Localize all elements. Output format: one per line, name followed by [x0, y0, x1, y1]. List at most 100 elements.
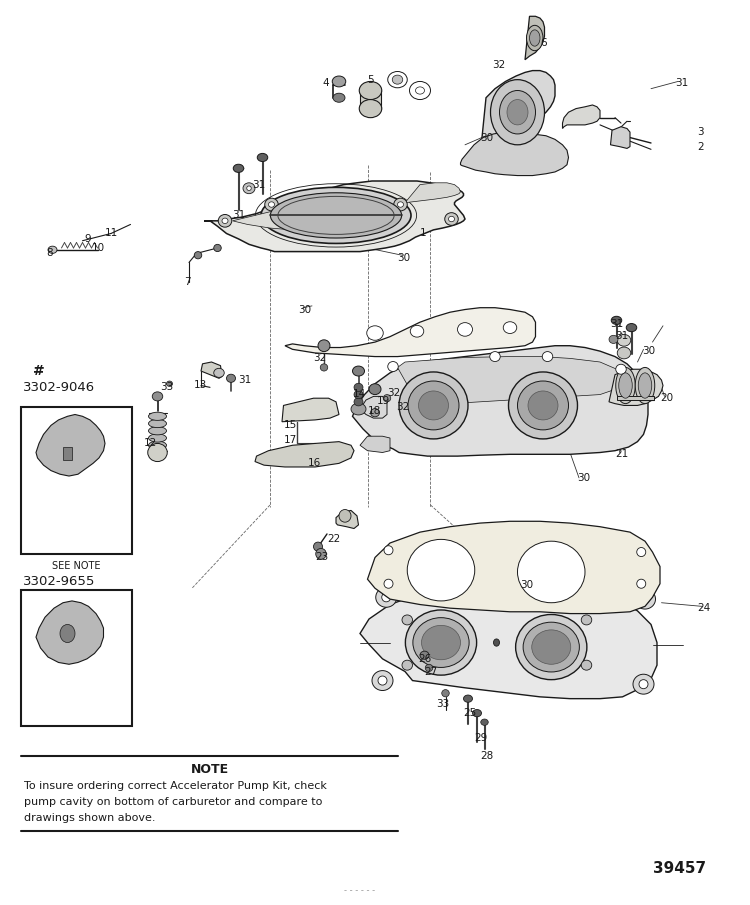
- Text: NOTE: NOTE: [191, 763, 229, 776]
- Polygon shape: [360, 585, 657, 699]
- Ellipse shape: [378, 676, 387, 685]
- Ellipse shape: [617, 347, 631, 359]
- Text: 22: 22: [327, 534, 340, 545]
- Text: 5: 5: [368, 74, 374, 85]
- Polygon shape: [405, 183, 460, 203]
- Polygon shape: [63, 447, 72, 460]
- Text: 30: 30: [578, 472, 591, 483]
- Polygon shape: [360, 436, 390, 452]
- Text: 32: 32: [314, 353, 327, 364]
- Ellipse shape: [148, 442, 166, 449]
- Ellipse shape: [481, 719, 488, 726]
- Ellipse shape: [532, 630, 571, 664]
- Ellipse shape: [425, 664, 433, 672]
- Ellipse shape: [442, 690, 449, 697]
- Text: 4: 4: [322, 78, 329, 89]
- Ellipse shape: [528, 391, 558, 420]
- Ellipse shape: [359, 100, 382, 118]
- Ellipse shape: [268, 202, 274, 207]
- Ellipse shape: [394, 198, 407, 211]
- Text: - - - - - -: - - - - - -: [344, 886, 376, 895]
- Ellipse shape: [148, 427, 166, 434]
- Ellipse shape: [398, 202, 404, 207]
- Text: 32: 32: [396, 402, 410, 413]
- Ellipse shape: [639, 680, 648, 689]
- Text: 24: 24: [698, 603, 711, 614]
- Text: 33: 33: [160, 382, 174, 393]
- Polygon shape: [204, 181, 465, 252]
- Polygon shape: [352, 346, 648, 456]
- Text: 1: 1: [420, 228, 427, 239]
- Text: 15: 15: [284, 420, 297, 431]
- Text: 16: 16: [308, 458, 321, 469]
- Bar: [21, 407, 132, 554]
- Ellipse shape: [472, 710, 482, 717]
- Text: 29: 29: [474, 732, 488, 743]
- Ellipse shape: [339, 510, 351, 522]
- Ellipse shape: [494, 639, 500, 646]
- Polygon shape: [285, 308, 536, 357]
- Ellipse shape: [526, 25, 543, 51]
- Ellipse shape: [314, 542, 322, 551]
- Ellipse shape: [503, 321, 517, 334]
- Text: 32: 32: [387, 387, 400, 398]
- Ellipse shape: [408, 381, 459, 430]
- Text: 33: 33: [436, 699, 450, 710]
- Ellipse shape: [257, 153, 268, 162]
- Ellipse shape: [148, 413, 166, 420]
- Text: 31: 31: [252, 179, 266, 190]
- Ellipse shape: [490, 80, 544, 145]
- Polygon shape: [36, 414, 105, 476]
- Ellipse shape: [413, 618, 470, 668]
- Text: 14: 14: [352, 388, 366, 399]
- Ellipse shape: [637, 548, 646, 557]
- Ellipse shape: [509, 372, 578, 439]
- Text: 30: 30: [642, 346, 656, 357]
- Text: 7: 7: [184, 277, 190, 288]
- Ellipse shape: [617, 334, 631, 347]
- Ellipse shape: [637, 579, 646, 588]
- Text: 31: 31: [610, 319, 624, 329]
- Polygon shape: [232, 210, 394, 232]
- Ellipse shape: [226, 375, 236, 382]
- Ellipse shape: [490, 352, 500, 361]
- Ellipse shape: [148, 443, 167, 462]
- Ellipse shape: [354, 397, 363, 405]
- Ellipse shape: [166, 381, 172, 386]
- Ellipse shape: [634, 589, 656, 609]
- Ellipse shape: [318, 339, 330, 352]
- Ellipse shape: [420, 652, 429, 659]
- Text: 20: 20: [660, 393, 674, 404]
- Ellipse shape: [320, 364, 328, 371]
- Text: 13: 13: [194, 379, 207, 390]
- Ellipse shape: [640, 595, 650, 604]
- Ellipse shape: [635, 367, 655, 404]
- Ellipse shape: [611, 316, 622, 324]
- Ellipse shape: [633, 674, 654, 694]
- Text: 9: 9: [84, 233, 91, 244]
- Text: 21: 21: [615, 449, 628, 460]
- Polygon shape: [360, 396, 387, 418]
- Polygon shape: [360, 90, 381, 109]
- Polygon shape: [398, 357, 621, 407]
- Polygon shape: [610, 127, 630, 148]
- Text: 30: 30: [480, 132, 494, 143]
- Ellipse shape: [518, 381, 568, 430]
- Ellipse shape: [354, 384, 363, 392]
- Polygon shape: [336, 510, 358, 529]
- Ellipse shape: [194, 252, 202, 259]
- Ellipse shape: [616, 367, 635, 404]
- Polygon shape: [36, 601, 104, 664]
- Text: SEE NOTE: SEE NOTE: [53, 560, 100, 571]
- Ellipse shape: [384, 546, 393, 555]
- Text: drawings shown above.: drawings shown above.: [24, 813, 155, 824]
- Text: To insure ordering correct Accelerator Pump Kit, check: To insure ordering correct Accelerator P…: [24, 780, 327, 791]
- Ellipse shape: [370, 409, 380, 416]
- Polygon shape: [282, 398, 339, 422]
- Text: 30: 30: [520, 579, 534, 590]
- Ellipse shape: [367, 326, 383, 340]
- Text: 39457: 39457: [652, 862, 706, 876]
- Text: 3: 3: [698, 127, 704, 138]
- Text: 25: 25: [463, 708, 476, 719]
- Ellipse shape: [333, 93, 345, 102]
